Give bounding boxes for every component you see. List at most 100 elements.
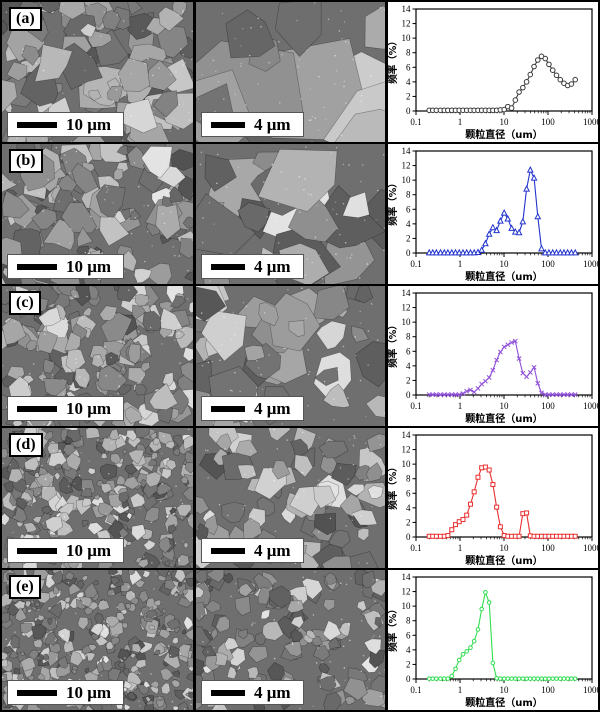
svg-text:1000: 1000 bbox=[583, 117, 600, 127]
size-distribution-chart-b: 0.1 1 10 100 1000 0 2 4 6 8 10 12 14 颗粒直径（um） 频率（%） bbox=[387, 144, 600, 284]
svg-text:2: 2 bbox=[406, 375, 411, 385]
svg-text:0.1: 0.1 bbox=[410, 117, 421, 127]
sem-image-c-4um: 4 μm bbox=[196, 286, 385, 426]
scale-bar-line bbox=[211, 547, 245, 554]
svg-text:10: 10 bbox=[500, 259, 510, 269]
scale-box: 4 μm bbox=[201, 396, 304, 421]
svg-text:100: 100 bbox=[541, 401, 555, 411]
svg-text:0.1: 0.1 bbox=[410, 543, 421, 553]
svg-text:10: 10 bbox=[402, 459, 412, 469]
svg-text:颗粒直径（um）: 颗粒直径（um） bbox=[465, 412, 543, 425]
scale-bar-line bbox=[17, 547, 57, 554]
figure-row-c: (c) 10 μm 4 μm 0.1 1 10 100 1000 0 2 4 6 8 10 12 14 颗… bbox=[2, 286, 600, 426]
svg-text:1: 1 bbox=[458, 685, 463, 695]
svg-text:6: 6 bbox=[406, 346, 411, 356]
svg-text:1000: 1000 bbox=[583, 259, 600, 269]
sem-image-b-10um: (b) 10 μm bbox=[2, 144, 193, 284]
svg-text:1: 1 bbox=[458, 401, 463, 411]
svg-text:0.1: 0.1 bbox=[410, 401, 421, 411]
scale-bar-label: 4 μm bbox=[254, 257, 291, 276]
svg-text:4: 4 bbox=[406, 77, 411, 87]
svg-text:10: 10 bbox=[500, 401, 510, 411]
size-distribution-chart-c: 0.1 1 10 100 1000 0 2 4 6 8 10 12 14 颗粒直径（um） 频率（%） bbox=[387, 286, 600, 426]
scale-box: 10 μm bbox=[7, 396, 125, 421]
svg-text:0: 0 bbox=[406, 390, 411, 400]
scale-box: 10 μm bbox=[7, 254, 125, 279]
scale-box: 4 μm bbox=[201, 112, 304, 137]
svg-text:频率（%）: 频率（%） bbox=[387, 462, 399, 510]
svg-text:颗粒直径（um）: 颗粒直径（um） bbox=[465, 270, 543, 283]
svg-text:100: 100 bbox=[541, 685, 555, 695]
svg-text:12: 12 bbox=[402, 587, 411, 597]
svg-text:1: 1 bbox=[458, 259, 463, 269]
svg-text:频率（%）: 频率（%） bbox=[387, 320, 399, 368]
svg-text:10: 10 bbox=[402, 175, 412, 185]
svg-text:14: 14 bbox=[402, 288, 412, 298]
scale-bar-line bbox=[17, 689, 57, 696]
scale-bar-label: 4 μm bbox=[254, 115, 291, 134]
svg-text:1000: 1000 bbox=[583, 401, 600, 411]
panel-label-e: (e) bbox=[9, 575, 41, 599]
svg-text:8: 8 bbox=[406, 48, 411, 58]
svg-text:14: 14 bbox=[402, 146, 412, 156]
sem-image-a-4um: 4 μm bbox=[196, 2, 385, 142]
scale-bar-line bbox=[211, 405, 245, 412]
svg-text:12: 12 bbox=[402, 161, 411, 171]
svg-text:1000: 1000 bbox=[583, 543, 600, 553]
svg-text:4: 4 bbox=[406, 645, 411, 655]
svg-text:12: 12 bbox=[402, 445, 411, 455]
svg-text:0: 0 bbox=[406, 248, 411, 258]
svg-text:1: 1 bbox=[458, 543, 463, 553]
svg-text:颗粒直径（um）: 颗粒直径（um） bbox=[465, 128, 543, 141]
scale-bar-label: 10 μm bbox=[66, 541, 112, 560]
scale-bar-line bbox=[211, 689, 245, 696]
panel-label-c: (c) bbox=[9, 291, 41, 315]
sem-image-e-4um: 4 μm bbox=[196, 570, 385, 710]
svg-text:4: 4 bbox=[406, 219, 411, 229]
svg-text:14: 14 bbox=[402, 572, 412, 582]
svg-text:1000: 1000 bbox=[583, 685, 600, 695]
svg-text:4: 4 bbox=[406, 361, 411, 371]
svg-text:12: 12 bbox=[402, 19, 411, 29]
svg-text:0.1: 0.1 bbox=[410, 259, 421, 269]
scale-bar-line bbox=[211, 263, 245, 270]
scale-bar-line bbox=[211, 121, 245, 128]
svg-text:10: 10 bbox=[500, 685, 510, 695]
figure-row-a: (a) 10 μm 4 μm 0.1 1 10 100 1000 0 2 4 6 8 10 12 14 颗… bbox=[2, 2, 600, 142]
scale-bar-line bbox=[17, 121, 57, 128]
sem-image-a-10um: (a) 10 μm bbox=[2, 2, 193, 142]
scale-box: 10 μm bbox=[7, 112, 125, 137]
svg-text:8: 8 bbox=[406, 332, 411, 342]
svg-text:14: 14 bbox=[402, 4, 412, 14]
sem-image-b-4um: 4 μm bbox=[196, 144, 385, 284]
svg-text:0.1: 0.1 bbox=[410, 685, 421, 695]
svg-text:6: 6 bbox=[406, 62, 411, 72]
svg-text:100: 100 bbox=[541, 259, 555, 269]
scale-bar-label: 10 μm bbox=[66, 399, 112, 418]
panel-label-b: (b) bbox=[9, 149, 43, 173]
svg-text:10: 10 bbox=[402, 317, 412, 327]
svg-text:2: 2 bbox=[406, 233, 411, 243]
sem-image-d-4um: 4 μm bbox=[196, 428, 385, 568]
svg-text:2: 2 bbox=[406, 659, 411, 669]
svg-text:颗粒直径（um）: 颗粒直径（um） bbox=[465, 554, 543, 567]
sem-image-c-10um: (c) 10 μm bbox=[2, 286, 193, 426]
scale-box: 10 μm bbox=[7, 538, 125, 563]
svg-text:2: 2 bbox=[406, 91, 411, 101]
scale-bar-label: 4 μm bbox=[254, 541, 291, 560]
scale-bar-line bbox=[17, 405, 57, 412]
svg-text:100: 100 bbox=[541, 543, 555, 553]
svg-text:颗粒直径（um）: 颗粒直径（um） bbox=[465, 696, 543, 709]
svg-text:8: 8 bbox=[406, 190, 411, 200]
scale-bar-label: 4 μm bbox=[254, 399, 291, 418]
scale-box: 4 μm bbox=[201, 680, 304, 705]
figure-row-d: (d) 10 μm 4 μm 0.1 1 10 100 1000 0 2 4 6 8 10 12 14 颗… bbox=[2, 428, 600, 568]
svg-text:4: 4 bbox=[406, 503, 411, 513]
size-distribution-chart-a: 0.1 1 10 100 1000 0 2 4 6 8 10 12 14 颗粒直径（um） 频率（%） bbox=[387, 2, 600, 142]
svg-text:2: 2 bbox=[406, 517, 411, 527]
sem-image-e-10um: (e) 10 μm bbox=[2, 570, 193, 710]
svg-text:0: 0 bbox=[406, 106, 411, 116]
svg-text:8: 8 bbox=[406, 474, 411, 484]
svg-text:频率（%）: 频率（%） bbox=[387, 604, 399, 652]
